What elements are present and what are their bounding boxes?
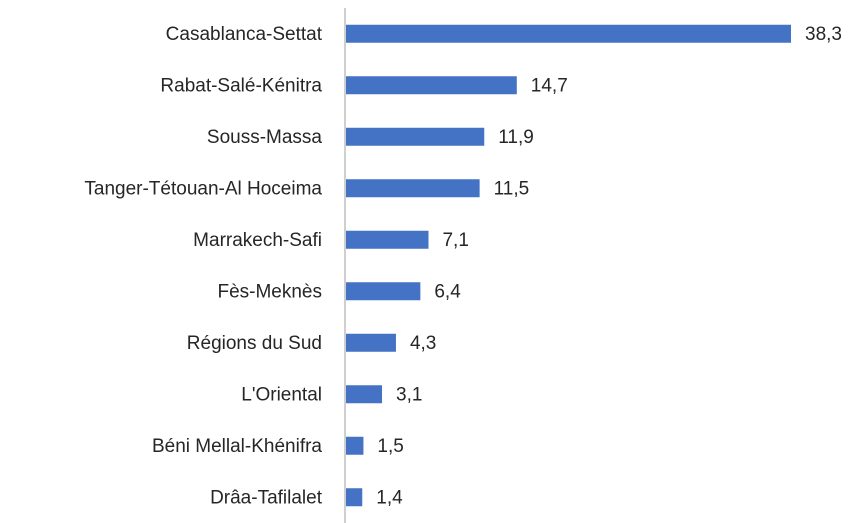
category-label: Casablanca-Settat (166, 24, 323, 45)
category-label: Marrakech-Safi (193, 230, 322, 251)
data-label: 11,9 (498, 127, 534, 148)
category-label: Tanger-Tétouan-Al Hoceima (84, 178, 322, 199)
data-label: 1,5 (377, 436, 403, 457)
data-label: 1,4 (376, 487, 403, 508)
bar (346, 127, 485, 146)
bar (346, 179, 480, 198)
category-label: Drâa-Tafilalet (210, 487, 323, 508)
bar (346, 76, 517, 95)
bar (346, 385, 383, 404)
data-label: 4,3 (410, 333, 436, 354)
data-label: 38,3 (805, 24, 842, 45)
data-label: 3,1 (396, 384, 422, 405)
bar (346, 24, 791, 43)
bar (346, 333, 396, 352)
data-label: 7,1 (442, 230, 468, 251)
category-label: Régions du Sud (187, 333, 322, 354)
bar (346, 282, 421, 301)
category-label: Souss-Massa (207, 127, 323, 148)
category-label: Fès-Meknès (217, 281, 322, 302)
bar (346, 230, 429, 249)
bar (346, 488, 363, 507)
data-label: 11,5 (494, 178, 530, 199)
data-label: 6,4 (434, 281, 461, 302)
category-label: L'Oriental (241, 384, 322, 405)
bar (346, 436, 364, 455)
category-label: Rabat-Salé-Kénitra (160, 75, 322, 96)
data-label: 14,7 (531, 75, 568, 96)
category-label: Béni Mellal-Khénifra (152, 436, 322, 457)
